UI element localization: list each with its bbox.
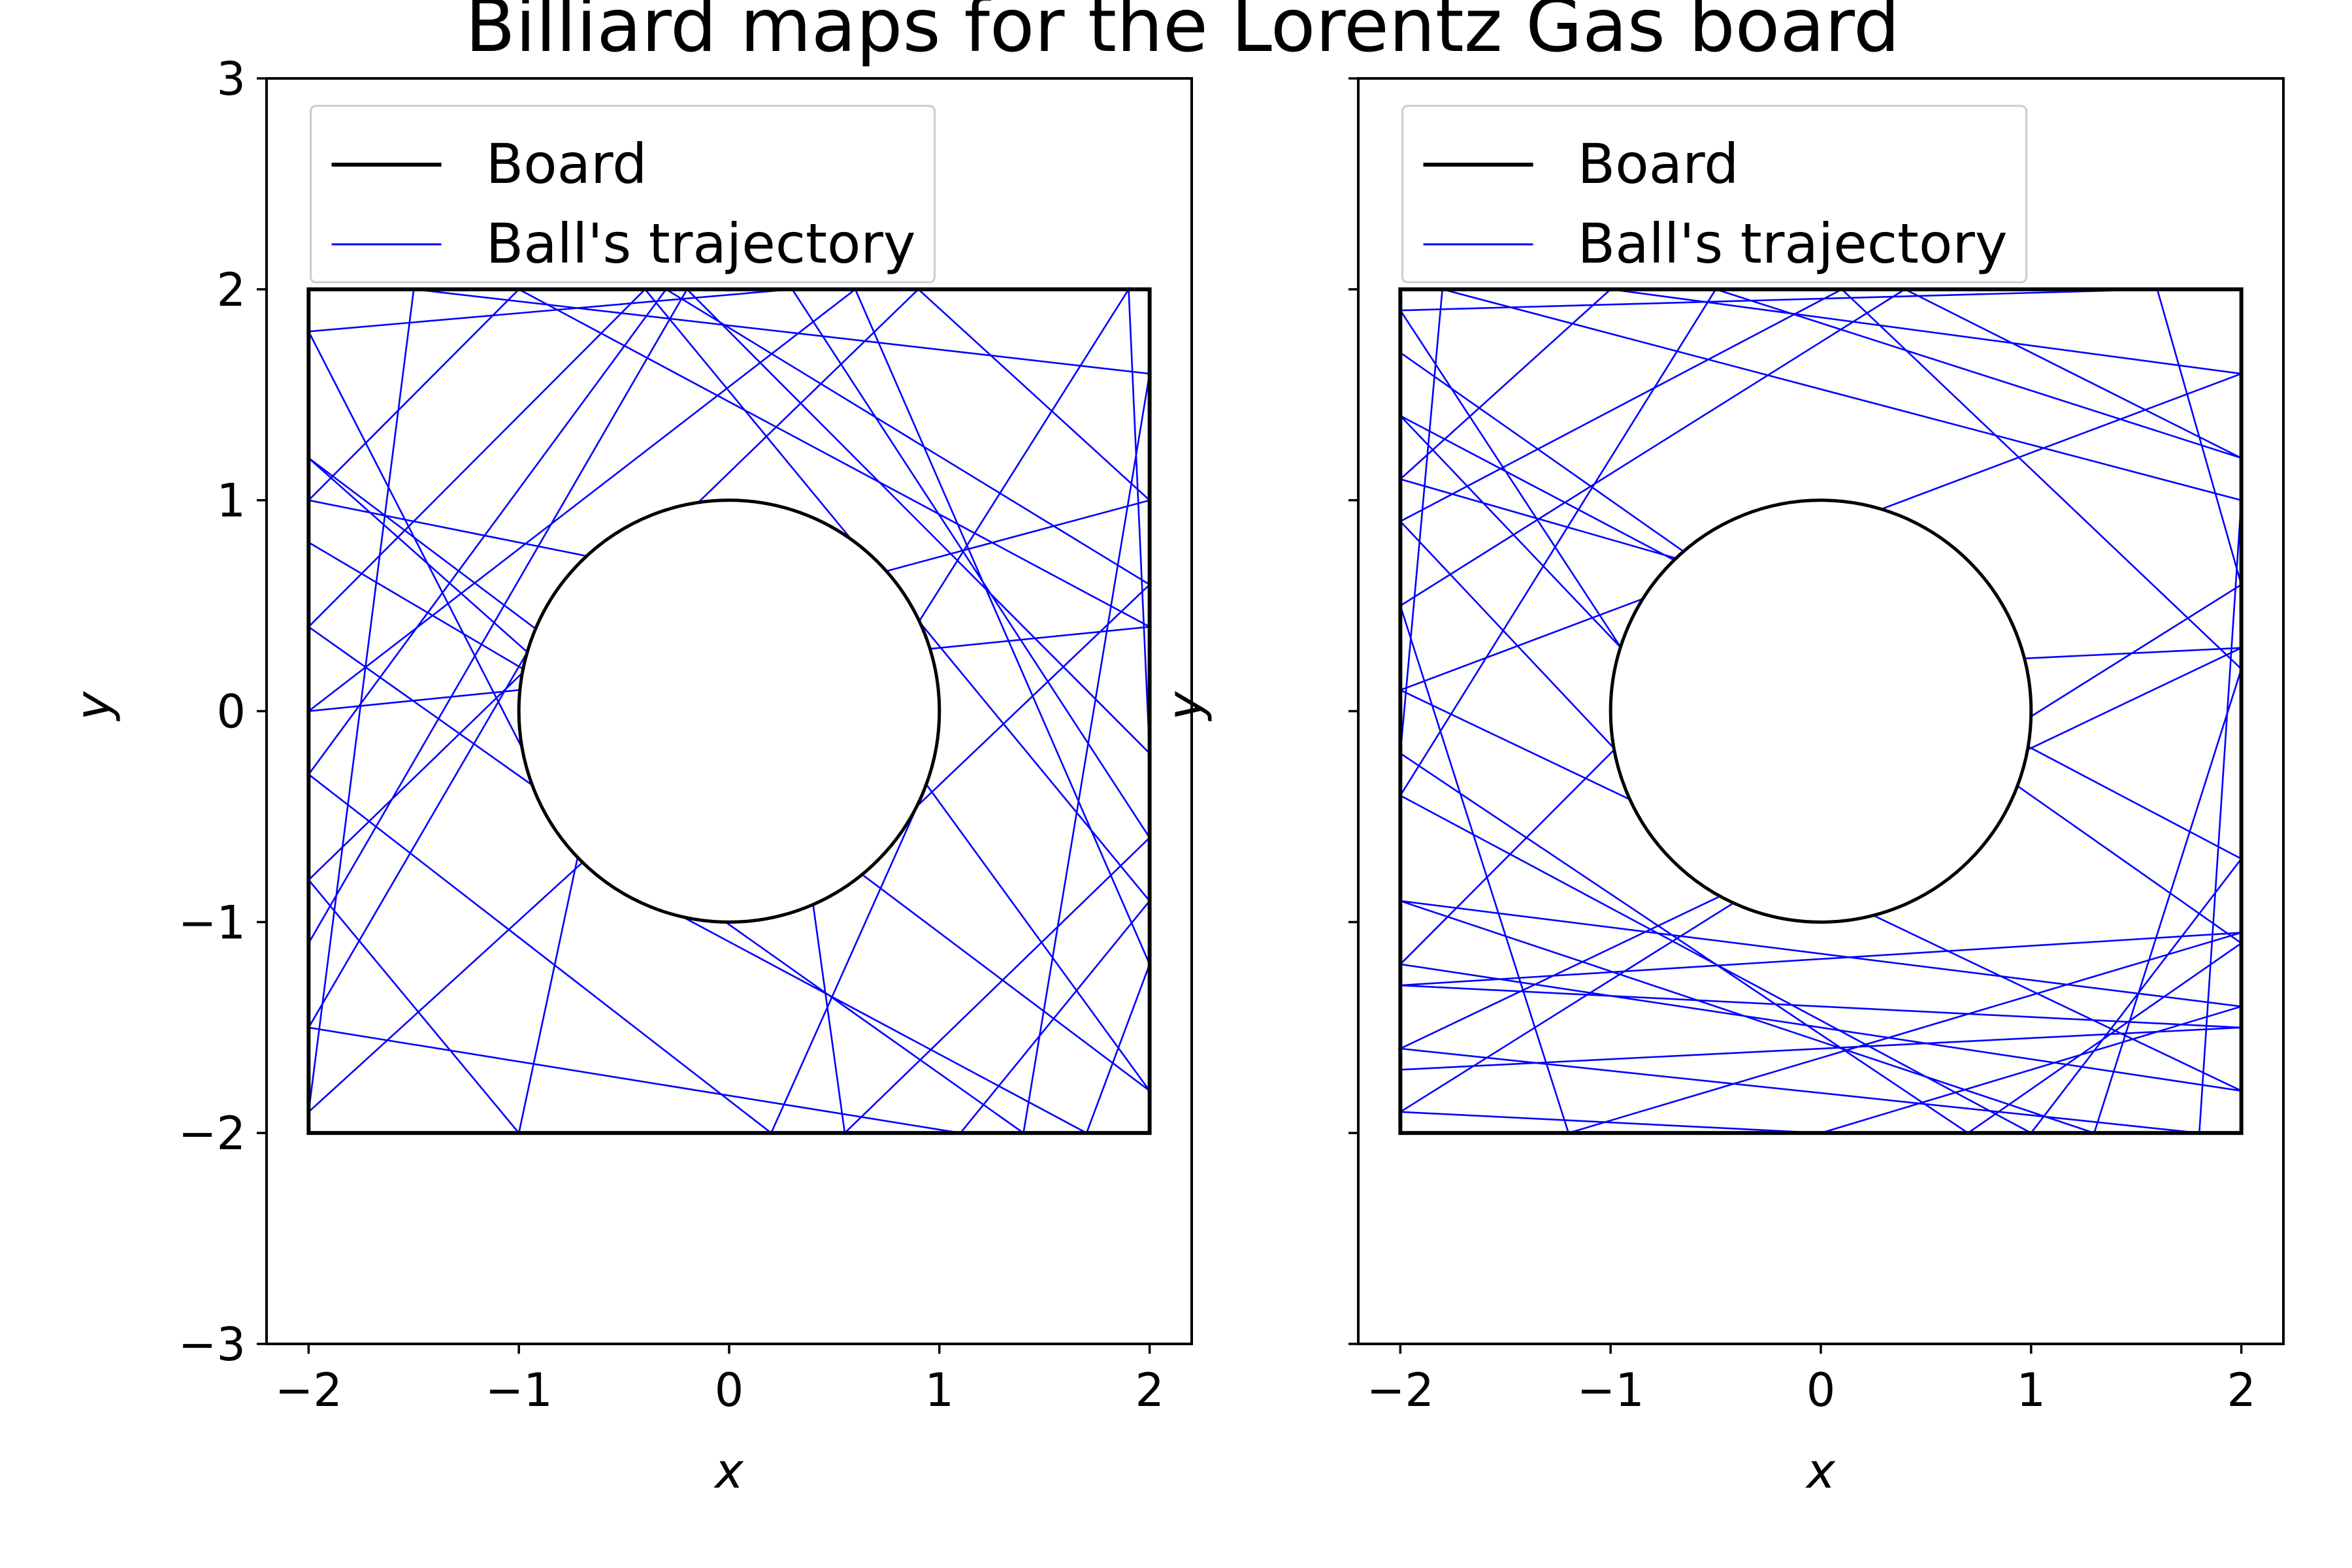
x-tick-label: 0 <box>715 1364 744 1417</box>
right-panel: −2 −1 0 1 2 x y Board Ball's trajectory <box>1157 77 2285 1499</box>
y-tick-label: −3 <box>178 1318 246 1371</box>
y-tick-label: 2 <box>216 263 246 317</box>
left-panel: −2 −1 0 1 2 −3 −2 −1 0 1 2 3 x y Board Ball's trajector… <box>65 52 1193 1499</box>
legend-box <box>310 105 936 284</box>
y-tick-label: 1 <box>216 474 246 528</box>
board-obstacle-circle <box>1609 498 2033 924</box>
legend-trajectory-label: Ball's trajectory <box>486 212 916 276</box>
board-square <box>1398 287 2244 1135</box>
x-tick-label: −2 <box>1367 1364 1434 1417</box>
y-tick-label: −2 <box>178 1107 246 1160</box>
board-square <box>306 287 1152 1135</box>
x-tick-label: 1 <box>925 1364 955 1417</box>
figure-title: Billiard maps for the Lorentz Gas board <box>465 0 1900 69</box>
x-tick-label: 1 <box>2017 1364 2046 1417</box>
x-axis-label: x <box>1805 1443 1836 1499</box>
board-obstacle-circle <box>517 498 941 924</box>
x-tick-label: −2 <box>275 1364 342 1417</box>
x-tick-label: −1 <box>485 1364 553 1417</box>
x-tick-label: −1 <box>1577 1364 1644 1417</box>
legend-board-label: Board <box>1578 132 1739 196</box>
x-tick-label: 0 <box>1806 1364 1836 1417</box>
legend-board-label: Board <box>486 132 647 196</box>
legend-trajectory-label: Ball's trajectory <box>1578 212 2008 276</box>
y-tick-label: 0 <box>216 685 246 739</box>
trajectory-line <box>1397 288 2243 1134</box>
legend-box <box>1401 105 2028 284</box>
y-axis-label: y <box>65 691 122 721</box>
x-tick-label: 2 <box>2227 1364 2256 1417</box>
y-axis-label: y <box>1157 691 1213 721</box>
x-tick-label: 2 <box>1135 1364 1164 1417</box>
x-axis-label: x <box>713 1443 744 1499</box>
y-tick-label: 3 <box>216 52 246 106</box>
trajectory-line <box>306 286 1152 1135</box>
y-tick-label: −1 <box>178 896 246 949</box>
